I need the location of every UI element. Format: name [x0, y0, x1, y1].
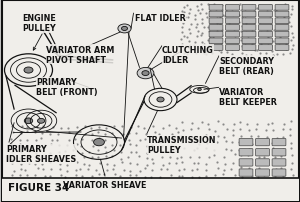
FancyBboxPatch shape	[275, 32, 289, 38]
Text: SECONDARY
BELT (REAR): SECONDARY BELT (REAR)	[219, 57, 274, 76]
FancyBboxPatch shape	[239, 159, 253, 166]
Circle shape	[157, 98, 164, 102]
FancyBboxPatch shape	[259, 5, 272, 11]
FancyBboxPatch shape	[272, 149, 286, 156]
FancyBboxPatch shape	[226, 25, 239, 31]
FancyBboxPatch shape	[242, 12, 256, 18]
Circle shape	[94, 139, 104, 146]
Text: VARIATOR
BELT KEEPER: VARIATOR BELT KEEPER	[219, 88, 277, 107]
FancyBboxPatch shape	[226, 5, 239, 11]
FancyBboxPatch shape	[226, 12, 239, 18]
FancyBboxPatch shape	[226, 32, 239, 38]
FancyBboxPatch shape	[259, 19, 272, 24]
FancyBboxPatch shape	[242, 39, 256, 44]
Circle shape	[142, 71, 149, 76]
FancyBboxPatch shape	[275, 5, 289, 11]
FancyBboxPatch shape	[256, 159, 269, 166]
FancyBboxPatch shape	[209, 19, 223, 24]
Text: CLUTCHING
IDLER: CLUTCHING IDLER	[162, 45, 214, 64]
FancyBboxPatch shape	[272, 159, 286, 166]
FancyBboxPatch shape	[275, 25, 289, 31]
FancyBboxPatch shape	[209, 12, 223, 18]
FancyBboxPatch shape	[275, 45, 289, 51]
Circle shape	[24, 118, 33, 124]
FancyBboxPatch shape	[242, 5, 256, 11]
FancyBboxPatch shape	[209, 45, 223, 51]
Ellipse shape	[198, 89, 201, 91]
FancyBboxPatch shape	[259, 45, 272, 51]
FancyBboxPatch shape	[242, 19, 256, 24]
FancyBboxPatch shape	[239, 149, 253, 156]
FancyBboxPatch shape	[209, 25, 223, 31]
FancyBboxPatch shape	[275, 39, 289, 44]
FancyBboxPatch shape	[259, 12, 272, 18]
Circle shape	[38, 119, 45, 124]
FancyBboxPatch shape	[209, 5, 223, 11]
FancyBboxPatch shape	[226, 45, 239, 51]
FancyBboxPatch shape	[275, 19, 289, 24]
FancyBboxPatch shape	[209, 39, 223, 44]
Text: VARIATOR SHEAVE: VARIATOR SHEAVE	[63, 180, 147, 189]
FancyBboxPatch shape	[259, 25, 272, 31]
Text: TRANSMISSION
PULLEY: TRANSMISSION PULLEY	[147, 135, 217, 154]
FancyBboxPatch shape	[256, 169, 269, 176]
FancyBboxPatch shape	[242, 25, 256, 31]
Circle shape	[137, 68, 154, 79]
Text: FIGURE 34: FIGURE 34	[8, 182, 69, 192]
FancyBboxPatch shape	[239, 139, 253, 146]
FancyBboxPatch shape	[2, 1, 298, 201]
Text: VARIATOR ARM
PIVOT SHAFT: VARIATOR ARM PIVOT SHAFT	[46, 45, 115, 64]
FancyBboxPatch shape	[256, 149, 269, 156]
Text: PRIMARY
BELT (FRONT): PRIMARY BELT (FRONT)	[36, 78, 98, 97]
Circle shape	[118, 25, 131, 34]
FancyBboxPatch shape	[272, 169, 286, 176]
FancyBboxPatch shape	[275, 12, 289, 18]
FancyBboxPatch shape	[256, 139, 269, 146]
FancyBboxPatch shape	[242, 45, 256, 51]
FancyBboxPatch shape	[209, 32, 223, 38]
Circle shape	[122, 27, 128, 31]
FancyBboxPatch shape	[239, 169, 253, 176]
FancyBboxPatch shape	[272, 139, 286, 146]
Text: ENGINE
PULLEY: ENGINE PULLEY	[22, 14, 56, 33]
FancyBboxPatch shape	[2, 178, 298, 201]
FancyBboxPatch shape	[259, 32, 272, 38]
FancyBboxPatch shape	[226, 39, 239, 44]
Text: FLAT IDLER: FLAT IDLER	[135, 14, 186, 23]
FancyBboxPatch shape	[226, 19, 239, 24]
Circle shape	[24, 68, 33, 74]
FancyBboxPatch shape	[259, 39, 272, 44]
Text: PRIMARY
IDLER SHEAVES: PRIMARY IDLER SHEAVES	[6, 144, 76, 163]
FancyBboxPatch shape	[242, 32, 256, 38]
